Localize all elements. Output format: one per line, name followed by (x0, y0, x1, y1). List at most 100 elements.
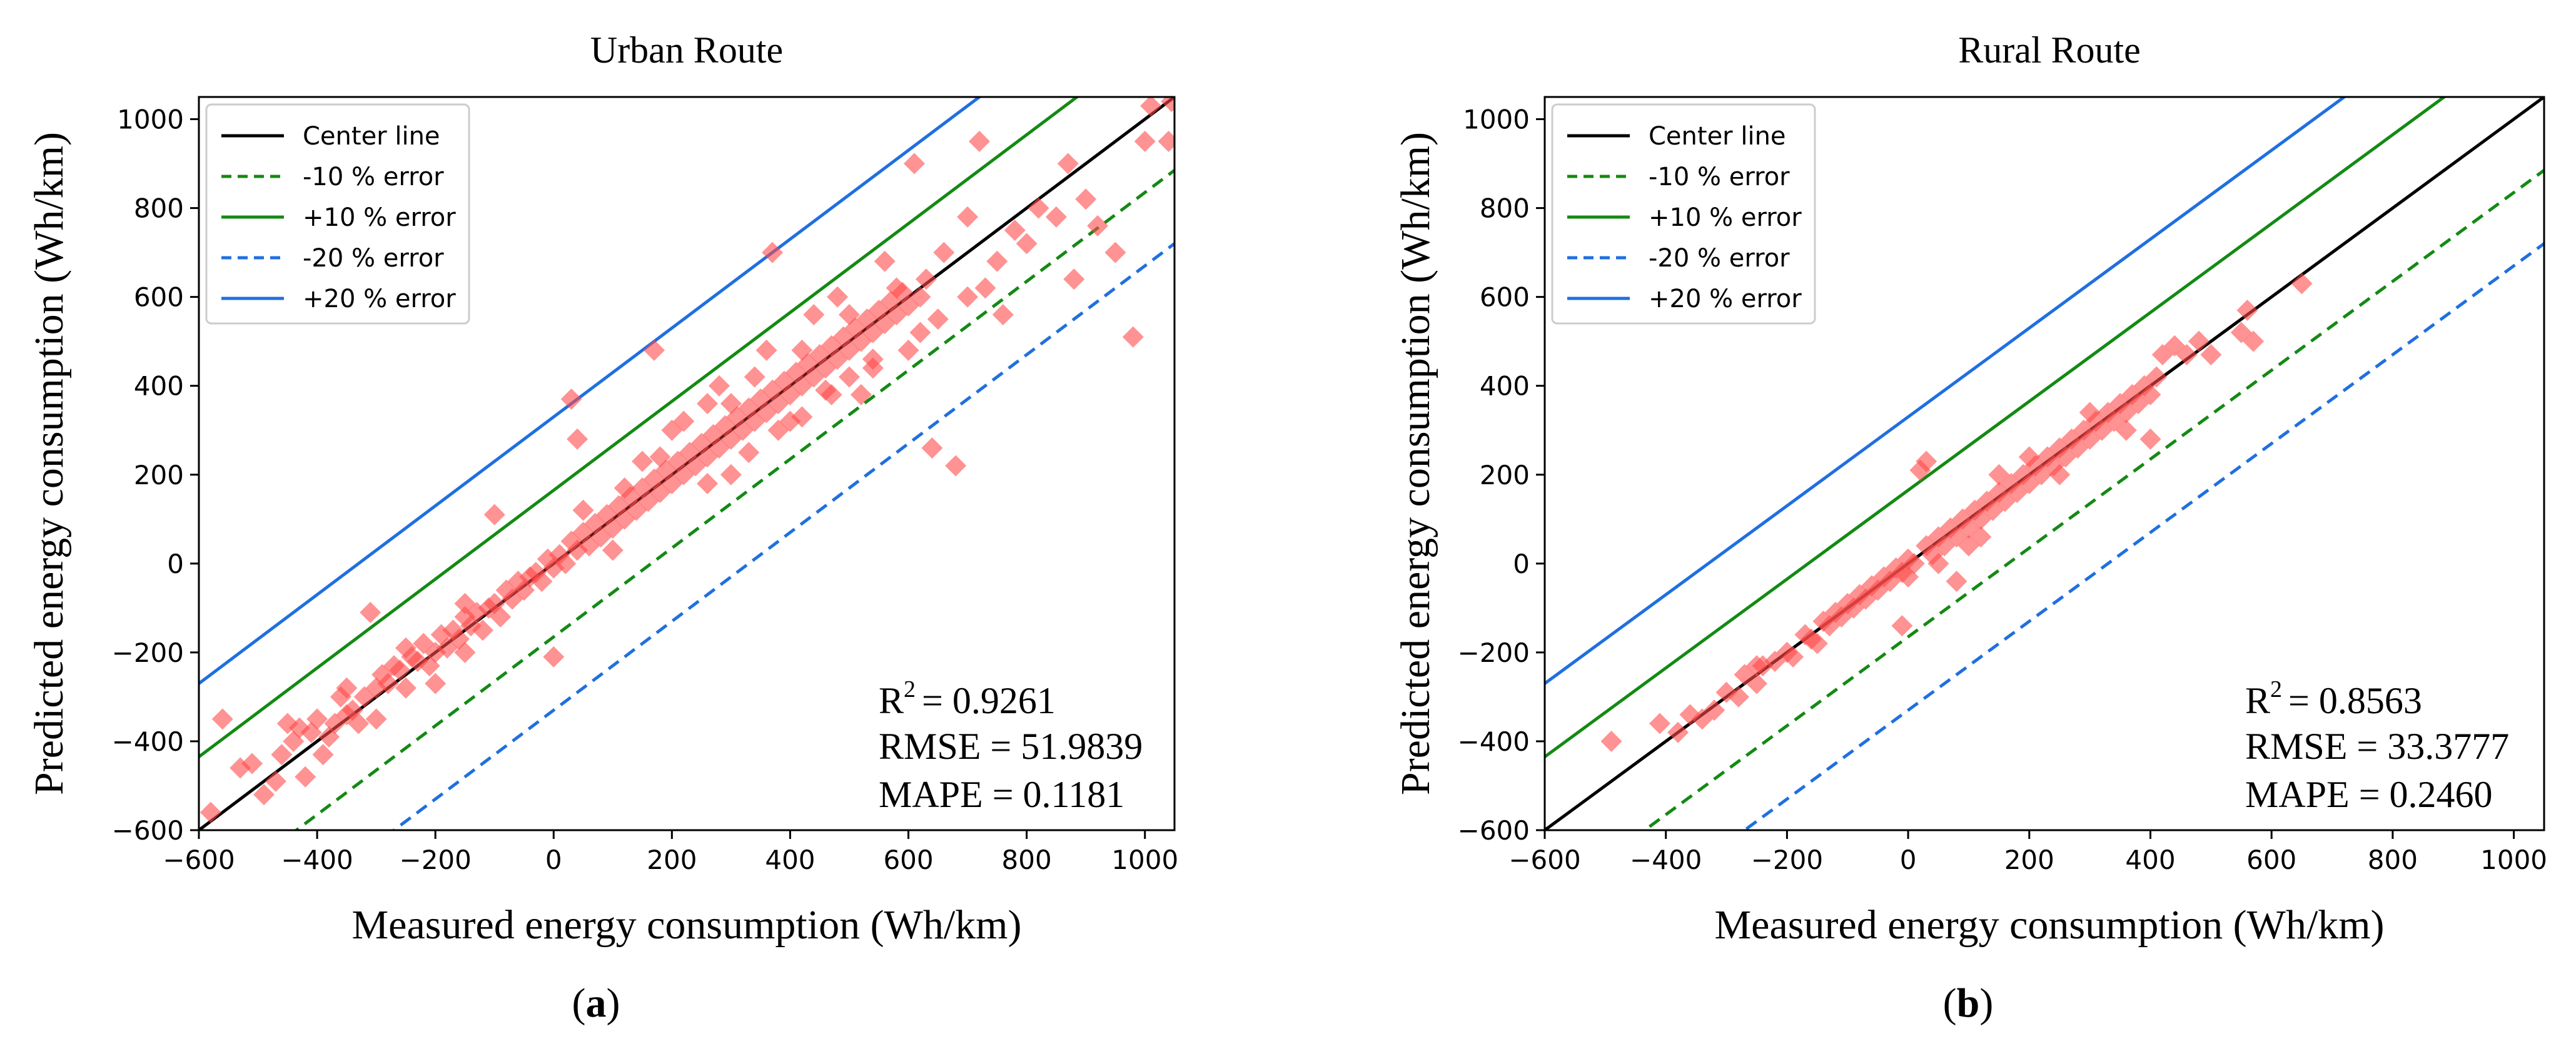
data-point (572, 499, 594, 521)
data-point (744, 366, 765, 388)
data-point (1745, 655, 1767, 677)
data-point (425, 673, 447, 694)
data-point (312, 744, 334, 766)
data-point (909, 322, 931, 343)
data-point (644, 339, 665, 361)
data-point (1745, 673, 1767, 694)
data-point (2176, 343, 2198, 365)
data-point (1158, 131, 1174, 153)
reference-line-4 (1545, 97, 2347, 686)
data-point (336, 677, 358, 699)
data-point (697, 472, 719, 494)
scatter-points (1600, 273, 2313, 752)
data-point (957, 206, 979, 228)
legend-label: -20 % error (1649, 244, 1790, 273)
data-point (1140, 97, 1162, 117)
data-point (904, 153, 925, 175)
data-point (697, 393, 719, 415)
data-point (360, 601, 381, 623)
data-point (821, 383, 842, 405)
data-point (1122, 326, 1144, 348)
data-point (974, 277, 996, 299)
data-point (1916, 450, 1937, 472)
data-point (927, 308, 949, 330)
data-point (1104, 241, 1126, 263)
data-point (472, 619, 493, 641)
reference-line-3 (1742, 241, 2544, 830)
data-point (957, 286, 979, 308)
r-squared: R2 = 0.9261 (879, 676, 1056, 721)
x-tick-label: −600 (163, 845, 235, 875)
panel-label: (b) (1943, 980, 1994, 1026)
data-point (839, 304, 860, 326)
data-point (1063, 268, 1085, 290)
x-tick-label: 1000 (2480, 845, 2547, 875)
data-point (1806, 632, 1828, 654)
data-point (306, 708, 328, 730)
data-point (738, 442, 760, 464)
data-point (560, 388, 582, 410)
data-point (2200, 343, 2222, 365)
rmse: RMSE = 33.3777 (2245, 726, 2509, 767)
data-point (839, 366, 860, 388)
data-point (454, 641, 476, 663)
x-tick-label: 800 (1002, 845, 1052, 875)
y-tick-label: −600 (112, 815, 184, 846)
legend-label: +10 % error (1649, 203, 1802, 232)
y-tick-label: 1000 (117, 104, 184, 135)
x-tick-label: −600 (1508, 845, 1580, 875)
data-point (241, 753, 263, 774)
y-tick-label: −200 (1458, 637, 1530, 668)
chart-title: Rural Route (1958, 29, 2141, 71)
data-point (295, 766, 316, 788)
legend-label: +20 % error (1649, 285, 1802, 313)
y-tick-label: 400 (134, 371, 184, 402)
data-point (1057, 153, 1079, 175)
y-axis-label: Predicted energy consumption (Wh/km) (1393, 132, 1438, 795)
data-point (850, 383, 872, 405)
x-ticks: −600 −400 −200 0 200 400 600 800 1000 (163, 830, 1178, 875)
reference-line-1 (293, 168, 1174, 830)
data-point (1897, 566, 1919, 588)
reference-line-0 (199, 97, 1174, 830)
mape: MAPE = 0.2460 (2245, 774, 2493, 815)
panel-label: (a) (572, 980, 620, 1026)
x-tick-label: 200 (2004, 845, 2054, 875)
x-ticks: −600 −400 −200 0 200 400 600 800 1000 (1508, 830, 2547, 875)
data-point (915, 268, 937, 290)
legend: Center line -10 % error +10 % error -20 % e… (205, 103, 470, 325)
data-point (614, 477, 635, 499)
x-tick-label: 600 (2246, 845, 2296, 875)
data-point (395, 637, 417, 659)
scatter-points (200, 97, 1174, 823)
reference-line-2 (1545, 97, 2447, 759)
data-point (709, 375, 730, 397)
reference-line-3 (391, 241, 1174, 830)
x-tick-label: 400 (765, 845, 815, 875)
y-tick-label: 0 (167, 549, 184, 579)
legend-label: Center line (303, 122, 440, 151)
data-point (1161, 97, 1174, 113)
data-point (483, 504, 505, 526)
data-point (992, 304, 1014, 326)
data-point (211, 708, 233, 730)
data-point (921, 437, 943, 459)
data-point (661, 419, 683, 441)
y-tick-label: 400 (1480, 371, 1530, 402)
data-point (791, 339, 813, 361)
data-point (762, 241, 784, 263)
data-point (2139, 428, 2161, 450)
chart-panel-urban: Urban Route −600 −400 −200 0 200 400 600 800 100… (26, 29, 1178, 1026)
data-point (555, 552, 577, 574)
data-point (490, 606, 512, 628)
legend-label: +10 % error (303, 203, 456, 232)
data-point (986, 250, 1008, 272)
y-tick-label: 200 (1480, 460, 1530, 490)
legend-label: +20 % error (303, 285, 456, 313)
legend-box (1551, 103, 1816, 325)
reference-line-4 (199, 97, 982, 686)
data-point (827, 286, 849, 308)
data-point (1016, 233, 1038, 255)
data-point (2079, 402, 2101, 424)
data-point (2115, 419, 2137, 441)
